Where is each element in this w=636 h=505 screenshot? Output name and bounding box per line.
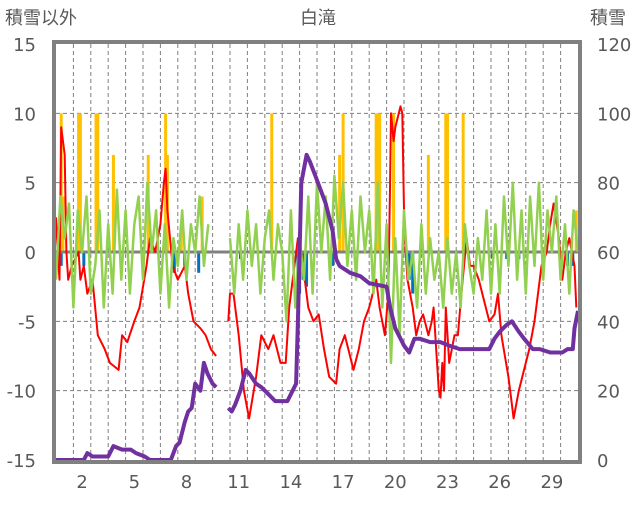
x-tick-label: 11 [227, 472, 250, 493]
x-tick-label: 14 [279, 472, 302, 493]
left-axis-title: 積雪以外 [5, 8, 77, 29]
precipitation-bar [374, 113, 378, 252]
left-tick-label: 15 [13, 35, 36, 56]
x-tick-label: 20 [384, 472, 407, 493]
wind-line [54, 181, 210, 309]
right-tick-label: 40 [597, 312, 620, 333]
snow_depth-line [226, 152, 580, 414]
right-tick-label: 0 [597, 451, 608, 472]
precipitation-bar [426, 154, 430, 252]
precipitation-bar [94, 113, 98, 252]
right-tick-label: 20 [597, 382, 620, 403]
precipitation-bar [392, 113, 396, 252]
negative-bar [59, 252, 63, 266]
wind-line [228, 174, 580, 365]
snow_depth-line [56, 360, 218, 462]
left-tick-label: 5 [25, 174, 36, 195]
left-tick-label: -5 [18, 312, 36, 333]
plot-frame [52, 40, 582, 464]
left-tick-label: -10 [7, 382, 36, 403]
negative-bar [305, 252, 309, 287]
x-tick-label: 8 [181, 472, 192, 493]
negative-bar [197, 252, 201, 273]
right-tick-label: 100 [597, 104, 631, 125]
negative-bar [331, 252, 335, 266]
negative-bar [411, 252, 415, 294]
chart-title: 白滝 [300, 8, 336, 29]
x-tick-label: 17 [332, 472, 355, 493]
precipitation-bar [77, 113, 81, 252]
right-axis-title: 積雪 [590, 8, 626, 29]
precipitation-bar [446, 113, 449, 252]
precipitation-bar [111, 154, 115, 252]
left-tick-label: -15 [7, 451, 36, 472]
left-tick-label: 0 [25, 243, 36, 264]
precipitation-bar [78, 113, 82, 252]
x-tick-label: 5 [129, 472, 140, 493]
right-tick-label: 120 [597, 35, 631, 56]
x-tick-label: 23 [436, 472, 459, 493]
precipitation-bar [378, 113, 382, 252]
precipitation-bar [179, 224, 183, 252]
precipitation-bar [270, 113, 274, 252]
left-tick-label: 10 [13, 104, 36, 125]
negative-bar [407, 252, 411, 280]
negative-bar [82, 252, 86, 266]
precipitation-bar [338, 154, 342, 252]
precipitation-bar [444, 113, 448, 252]
x-tick-label: 26 [488, 472, 511, 493]
right-tick-label: 60 [597, 243, 620, 264]
x-tick-label: 29 [540, 472, 563, 493]
precipitation-bar [461, 113, 465, 252]
x-tick-label: 2 [76, 472, 87, 493]
right-tick-label: 80 [597, 174, 620, 195]
negative-bar [172, 252, 176, 273]
precipitation-bar [96, 113, 100, 252]
